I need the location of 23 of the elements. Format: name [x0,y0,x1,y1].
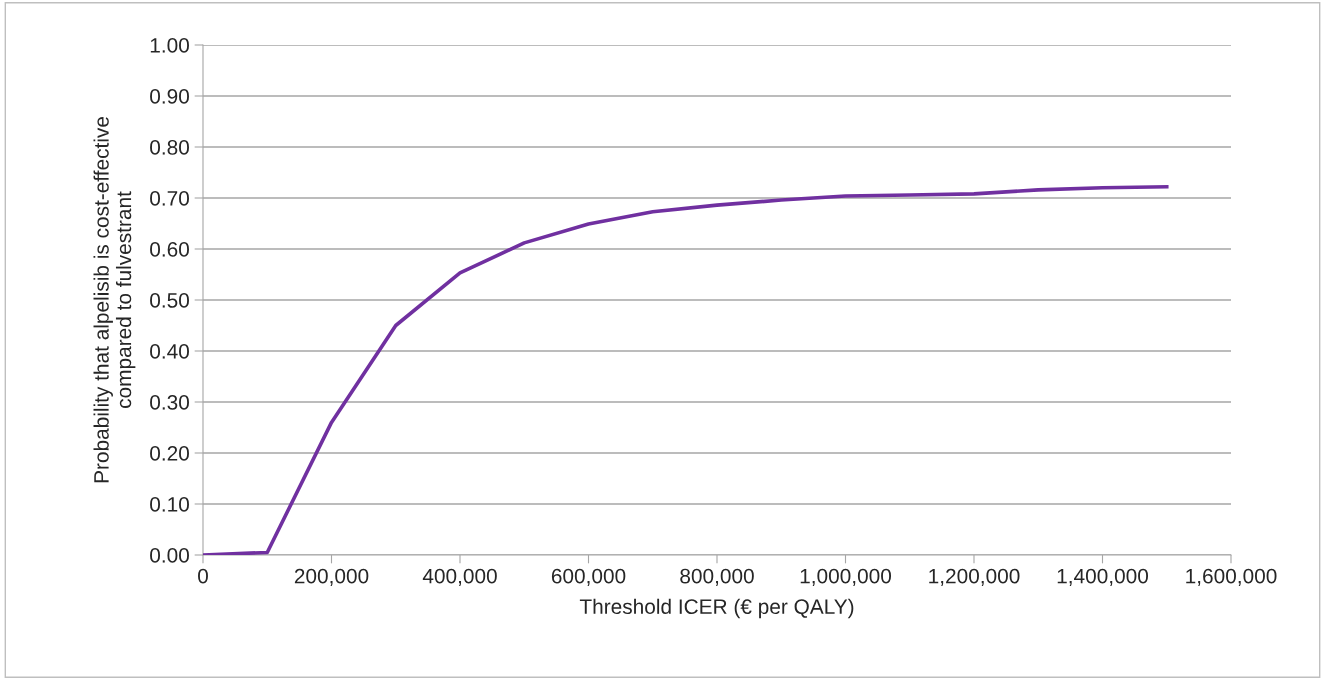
y-tick-label: 0.20 [150,446,189,461]
x-tick-label: 1,600,000 [1186,568,1277,586]
y-tick-label: 1.00 [150,38,189,53]
line-series [203,184,1169,555]
y-tick-label: 0.90 [150,89,189,104]
x-tick-label: 1,200,000 [929,568,1020,586]
y-tick-label: 0.10 [150,497,189,512]
y-tick-label: 0.00 [150,548,189,563]
y-tick-label: 0.70 [150,191,189,206]
x-tick-label: 400,000 [422,568,497,586]
y-tick-label: 0.30 [150,395,189,410]
x-tick-label: 800,000 [680,568,754,586]
x-tick-label: 600,000 [551,568,626,586]
x-tick-label: 200,000 [294,568,369,586]
y-tick-label: 0.80 [150,140,189,155]
x-tick-label: 0 [198,568,208,584]
y-tick-label: 0.40 [150,344,189,359]
x-tick-label: 1,000,000 [800,568,892,586]
y-tick-label: 0.50 [150,293,189,308]
x-tick-label: 1,400,000 [1057,568,1149,586]
x-axis-title: Threshold ICER (€ per QALY) [579,598,854,619]
y-tick-label: 0.60 [150,242,189,257]
y-axis-title: Probability that alpelisib is cost-effective compared to fulvestrant [93,116,136,483]
